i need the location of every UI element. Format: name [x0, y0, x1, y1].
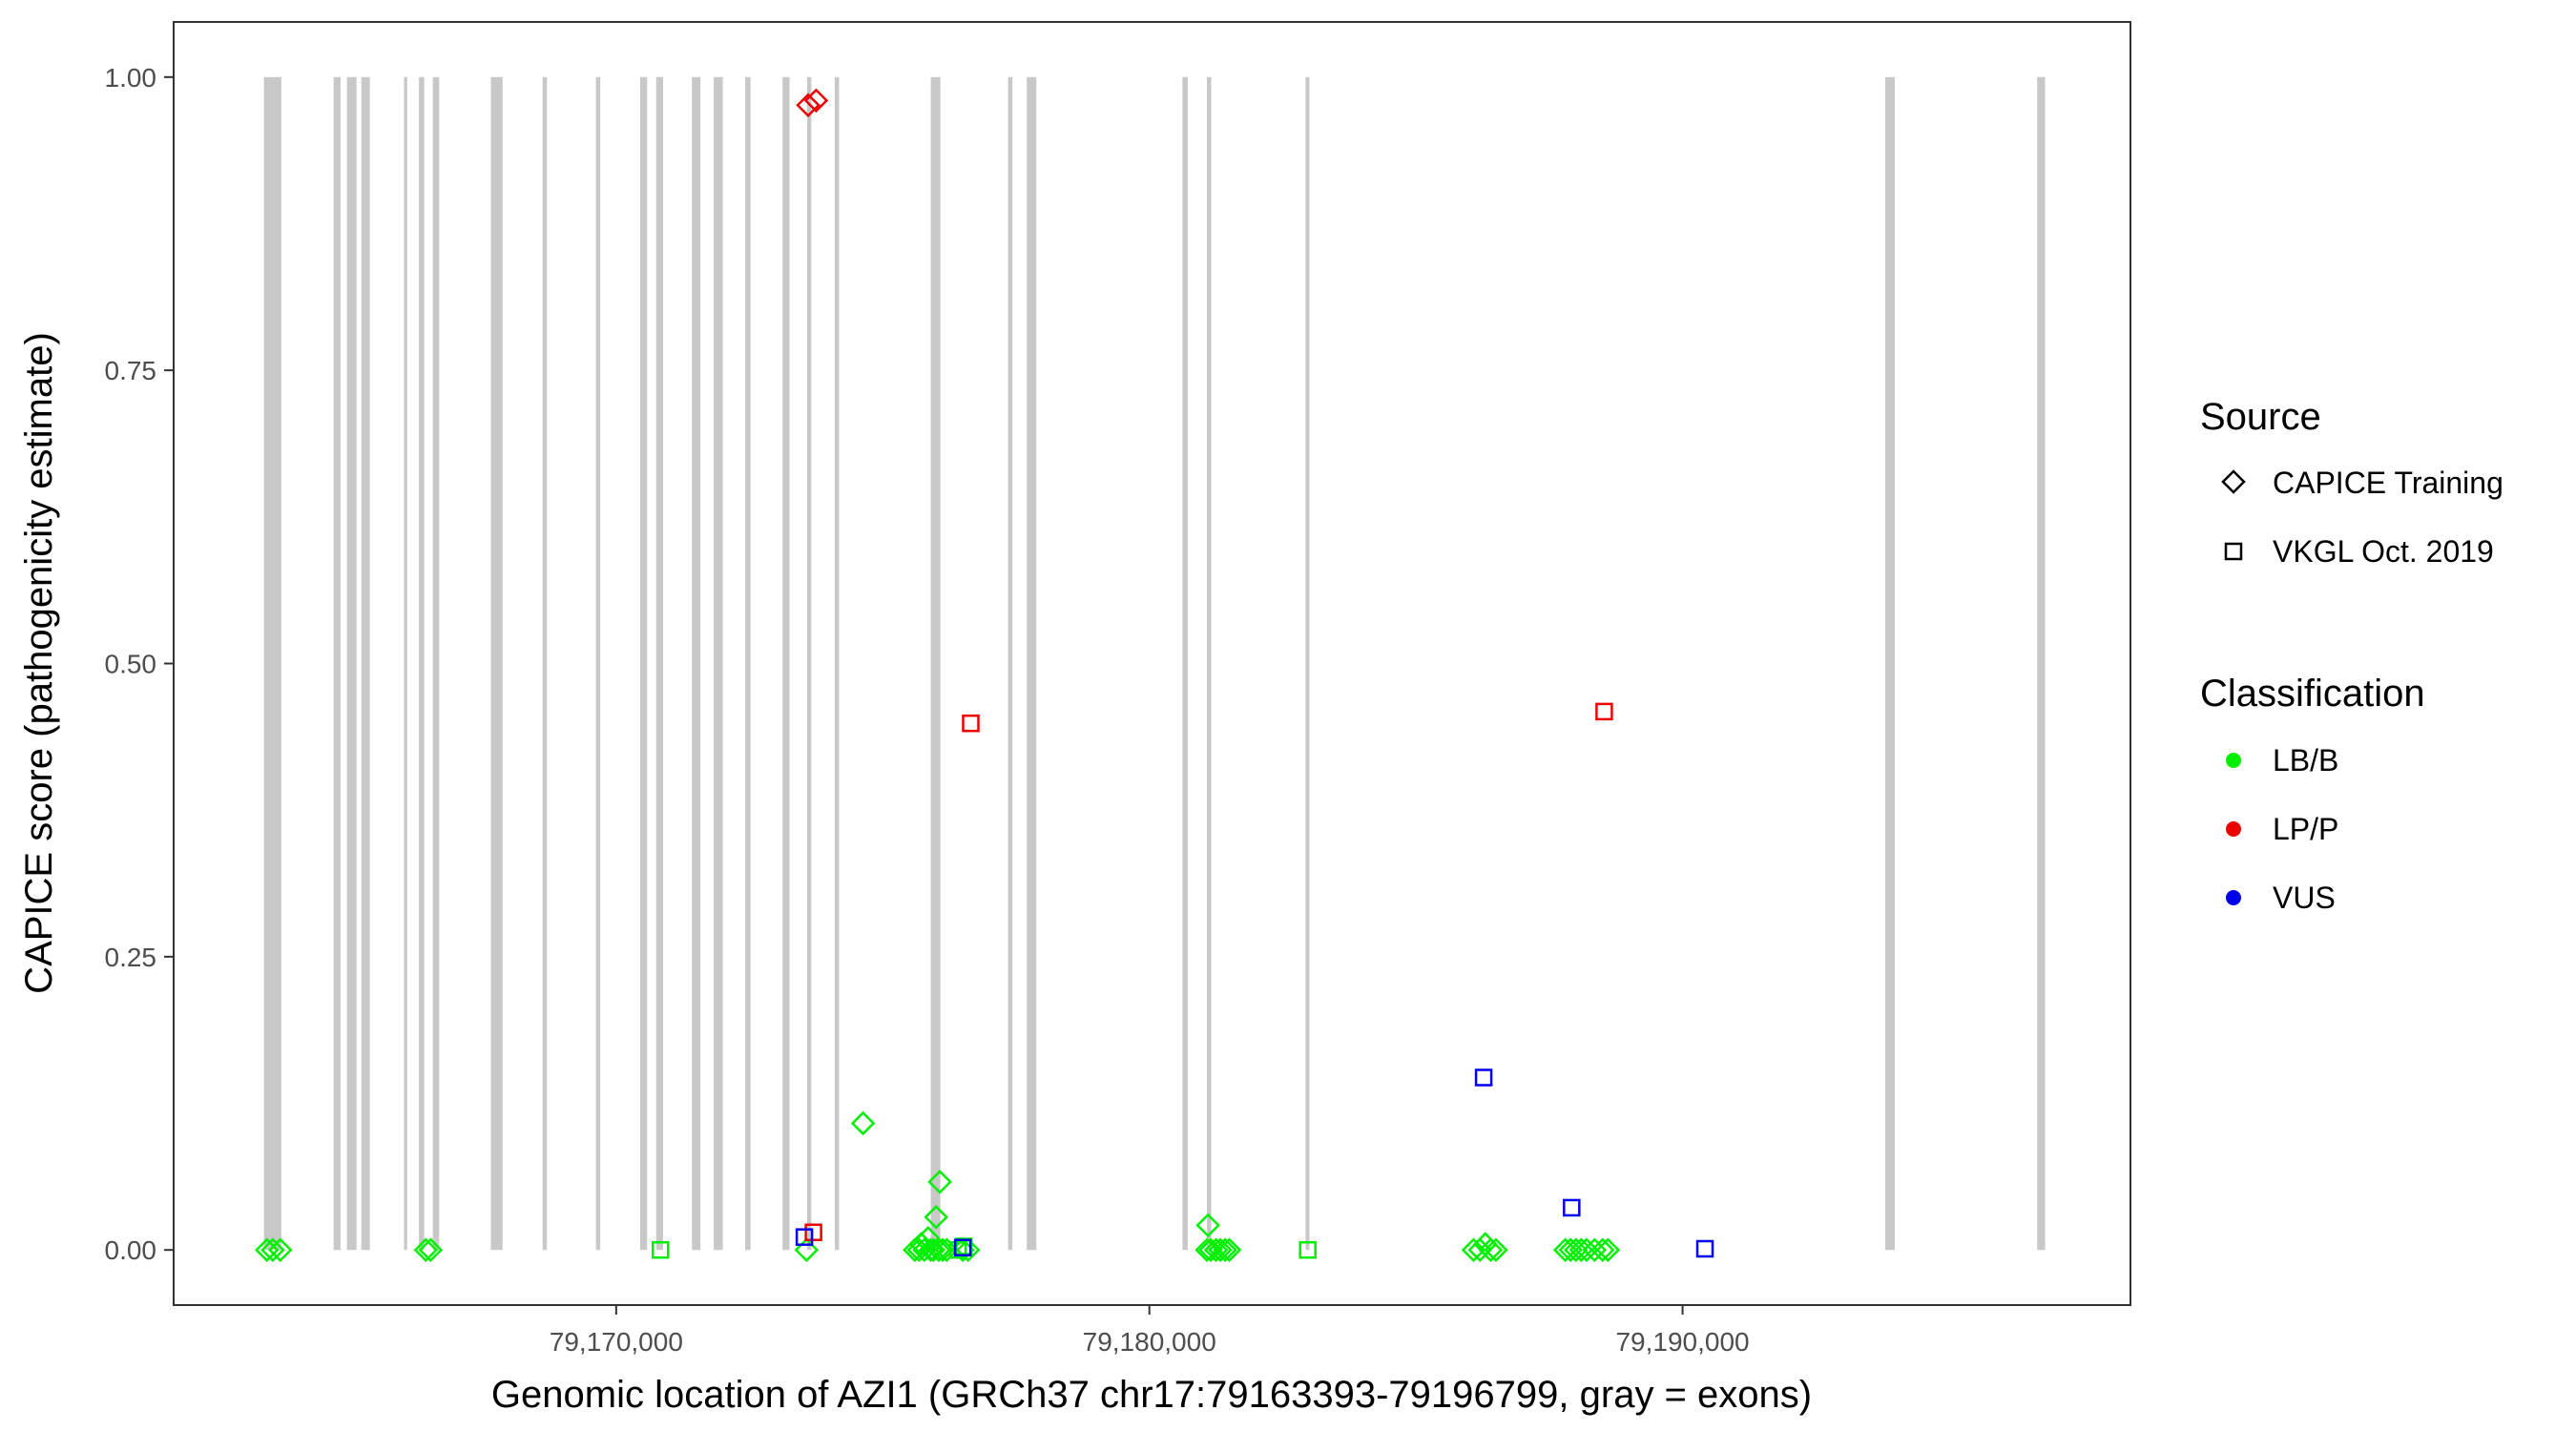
- y-axis: 0.00 0.25 0.50 0.75 1.00: [105, 63, 174, 1265]
- exon-band: [1305, 76, 1310, 1251]
- x-tick-label: 79,190,000: [1615, 1327, 1749, 1357]
- exon-band: [419, 76, 425, 1251]
- legend: Source CAPICE Training VKGL Oct. 2019 Cl…: [2200, 396, 2503, 915]
- data-point-square: [1695, 1239, 1714, 1258]
- data-point-diamond: [955, 1237, 981, 1262]
- data-point-diamond: [794, 1237, 820, 1262]
- data-point-square: [1595, 702, 1613, 721]
- x-axis: 79,170,000 79,180,000 79,190,000: [550, 1305, 1750, 1357]
- exon-band: [1884, 76, 1895, 1251]
- y-tick-label: 1.00: [105, 63, 157, 93]
- data-point-diamond: [927, 1170, 952, 1194]
- y-tick-label: 0.00: [105, 1235, 157, 1265]
- data-point-square: [1474, 1068, 1493, 1087]
- data-point-square: [948, 1240, 967, 1259]
- legend-class-title: Classification: [2200, 673, 2425, 715]
- data-point-diamond: [803, 88, 829, 114]
- legend-dot-lpp: [2226, 821, 2241, 837]
- data-point-diamond: [1595, 1237, 1621, 1262]
- legend-diamond-icon: [2221, 469, 2246, 494]
- legend-dot-lbb: [2226, 753, 2241, 768]
- y-tick-label: 0.25: [105, 943, 157, 972]
- legend-class-label-lbb: LB/B: [2273, 743, 2338, 778]
- data-point-square: [1298, 1240, 1317, 1259]
- data-point-diamond: [934, 1237, 960, 1262]
- data-point-diamond: [1484, 1237, 1508, 1262]
- x-tick-label: 79,180,000: [1083, 1327, 1216, 1357]
- exon-band: [714, 76, 723, 1251]
- legend-source-label-vkgl: VKGL Oct. 2019: [2273, 534, 2494, 569]
- exon-band: [782, 76, 790, 1251]
- data-point-square: [651, 1240, 670, 1259]
- y-axis-title: CAPICE score (pathogenicity estimate): [18, 332, 60, 994]
- exon-band: [346, 76, 357, 1251]
- exon-band: [490, 76, 503, 1251]
- exon-band: [2037, 76, 2046, 1251]
- data-point-square: [1563, 1198, 1581, 1217]
- legend-square-icon: [2224, 542, 2243, 561]
- exon-bands: [263, 76, 2046, 1251]
- exon-band: [745, 76, 751, 1251]
- data-point-diamond: [1558, 1237, 1583, 1262]
- data-point-diamond: [1461, 1237, 1486, 1262]
- exon-band: [806, 76, 812, 1251]
- exon-band: [1207, 76, 1212, 1251]
- exon-band: [333, 76, 341, 1251]
- exon-band: [655, 76, 664, 1251]
- data-point-square: [953, 1238, 972, 1257]
- data-points: [255, 88, 1714, 1262]
- data-point-square: [962, 714, 980, 733]
- data-point-diamond: [413, 1237, 439, 1262]
- exon-band: [595, 76, 601, 1251]
- exon-band: [1027, 76, 1037, 1251]
- exon-band: [1182, 76, 1188, 1251]
- exon-band: [1008, 76, 1013, 1251]
- exon-band: [639, 76, 648, 1251]
- data-point-diamond: [1574, 1237, 1599, 1262]
- exon-band: [404, 76, 407, 1251]
- exon-band: [834, 76, 840, 1251]
- exon-band: [361, 76, 370, 1251]
- x-axis-title: Genomic location of AZI1 (GRCh37 chr17:7…: [491, 1374, 1812, 1416]
- y-tick-label: 0.50: [105, 650, 157, 679]
- data-point-diamond: [418, 1237, 444, 1262]
- legend-class-label-lpp: LP/P: [2273, 812, 2338, 846]
- data-point-diamond: [850, 1110, 876, 1136]
- data-point-square: [804, 1223, 822, 1242]
- legend-class-label-vus: VUS: [2273, 881, 2336, 915]
- y-tick-label: 0.75: [105, 356, 157, 385]
- data-point-diamond: [1208, 1237, 1233, 1262]
- x-tick-label: 79,170,000: [550, 1327, 683, 1357]
- data-point-diamond: [260, 1237, 285, 1262]
- data-point-square: [795, 1228, 814, 1246]
- data-point-diamond: [1478, 1237, 1504, 1262]
- exon-band: [432, 76, 440, 1251]
- data-point-diamond: [918, 1237, 944, 1262]
- data-point-diamond: [1564, 1237, 1589, 1262]
- data-point-diamond: [903, 1237, 927, 1262]
- data-point-diamond: [1467, 1237, 1492, 1262]
- legend-source-title: Source: [2200, 396, 2321, 438]
- data-point-diamond: [268, 1237, 293, 1262]
- data-point-diamond: [1589, 1237, 1615, 1262]
- legend-dot-vus: [2226, 890, 2241, 905]
- data-point-diamond: [1195, 1213, 1220, 1238]
- data-point-diamond: [796, 93, 821, 118]
- data-point-diamond: [924, 1205, 948, 1230]
- data-point-diamond: [1216, 1237, 1242, 1262]
- legend-source-label-training: CAPICE Training: [2273, 466, 2503, 500]
- exon-band: [263, 76, 281, 1251]
- exon-band: [542, 76, 548, 1251]
- exon-band: [930, 76, 941, 1251]
- data-point-diamond: [1213, 1237, 1237, 1262]
- exon-band: [692, 76, 701, 1251]
- data-point-diamond: [926, 1237, 951, 1262]
- data-point-diamond: [1552, 1237, 1578, 1262]
